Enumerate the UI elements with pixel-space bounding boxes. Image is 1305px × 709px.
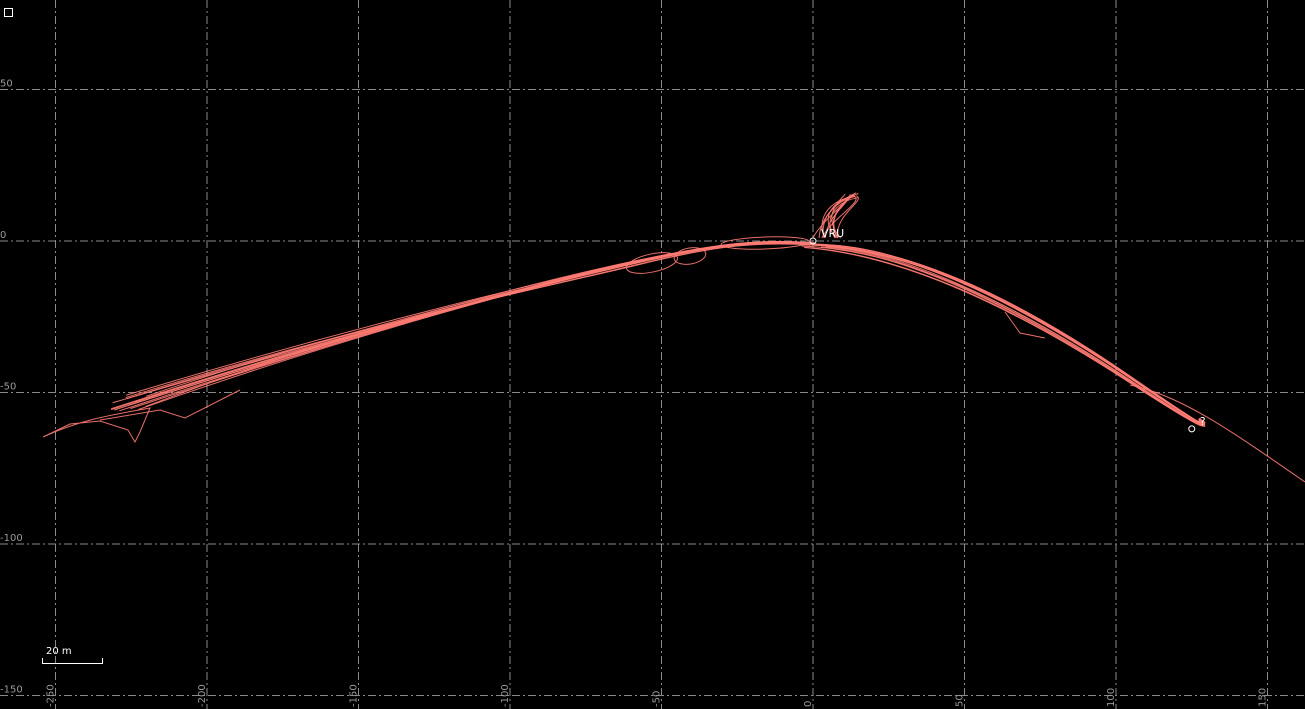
trajectory-loop: [720, 236, 810, 250]
x-tick-label: 150: [1258, 688, 1269, 707]
trajectory-line: [820, 246, 1206, 427]
y-tick-label: -100: [0, 533, 23, 544]
x-tick-label: -150: [349, 684, 360, 707]
trajectory-line: [99, 389, 241, 421]
trajectory-line: [125, 241, 816, 396]
trajectory-line: [134, 242, 816, 403]
window-control-box[interactable]: [4, 8, 13, 17]
trajectory-line: [42, 407, 151, 444]
x-tick-label: -250: [46, 684, 57, 707]
trajectory-line: [833, 194, 855, 239]
trajectory-loop: [673, 247, 707, 265]
trajectory-line: [837, 195, 859, 239]
axis-ticks: -250 -200 -150 -100 -50 0 50 100 150 50 0 -50 -100 -1…: [0, 79, 1269, 708]
trajectory-line: [831, 193, 846, 239]
trajectory-line: [801, 245, 1206, 426]
scale-bar-label: 20 m: [46, 646, 72, 657]
x-tick-label: 50: [955, 694, 966, 707]
trajectory-line: [800, 244, 1206, 425]
trajectory-line: [808, 244, 1206, 425]
marker-label: VRU: [821, 227, 844, 240]
trajectory-line: [130, 241, 816, 410]
trajectory-line: [110, 242, 816, 411]
x-tick-label: 100: [1106, 688, 1117, 707]
trajectory-line: [800, 243, 1206, 425]
marker-circle[interactable]: [809, 237, 817, 245]
trajectory-line: [801, 244, 1206, 425]
trajectory-line: [804, 246, 1206, 428]
trajectory-line: [113, 241, 816, 411]
y-tick-label: -150: [0, 685, 23, 696]
scale-bar: 20 m: [42, 646, 104, 666]
x-tick-label: -50: [652, 691, 663, 707]
x-tick-label: -200: [197, 684, 208, 707]
trajectory-line: [145, 240, 816, 407]
trajectory-line: [826, 246, 1206, 427]
trajectory-line: [126, 243, 816, 400]
trajectory-line: [127, 240, 816, 406]
x-tick-label: -100: [500, 684, 511, 707]
markers: VRU?: [809, 227, 1206, 433]
trajectory-line: [824, 245, 1206, 426]
x-tick-label: 0: [803, 701, 814, 707]
y-tick-label: -50: [0, 382, 16, 393]
trajectory-line: [810, 243, 1206, 425]
trajectory-line: [804, 246, 1206, 428]
y-tick-label: 50: [0, 79, 13, 90]
marker-label: ?: [1200, 415, 1206, 428]
trajectory-line: [111, 241, 816, 410]
scale-bar-line: [42, 658, 103, 664]
trajectory-bundle: [42, 192, 1305, 483]
marker-circle[interactable]: [1188, 425, 1196, 433]
trajectory-line: [812, 193, 851, 239]
trajectory-line: [824, 244, 1206, 425]
trajectory-line: [827, 193, 859, 239]
trajectory-line: [138, 241, 816, 410]
trajectory-line: [119, 241, 816, 412]
trajectory-line: [804, 243, 1206, 425]
trajectory-line: [814, 244, 1206, 425]
y-tick-label: 0: [0, 230, 6, 241]
trajectory-line: [1004, 311, 1046, 339]
trajectory-loop: [625, 252, 679, 274]
trajectory-line: [1129, 384, 1305, 483]
